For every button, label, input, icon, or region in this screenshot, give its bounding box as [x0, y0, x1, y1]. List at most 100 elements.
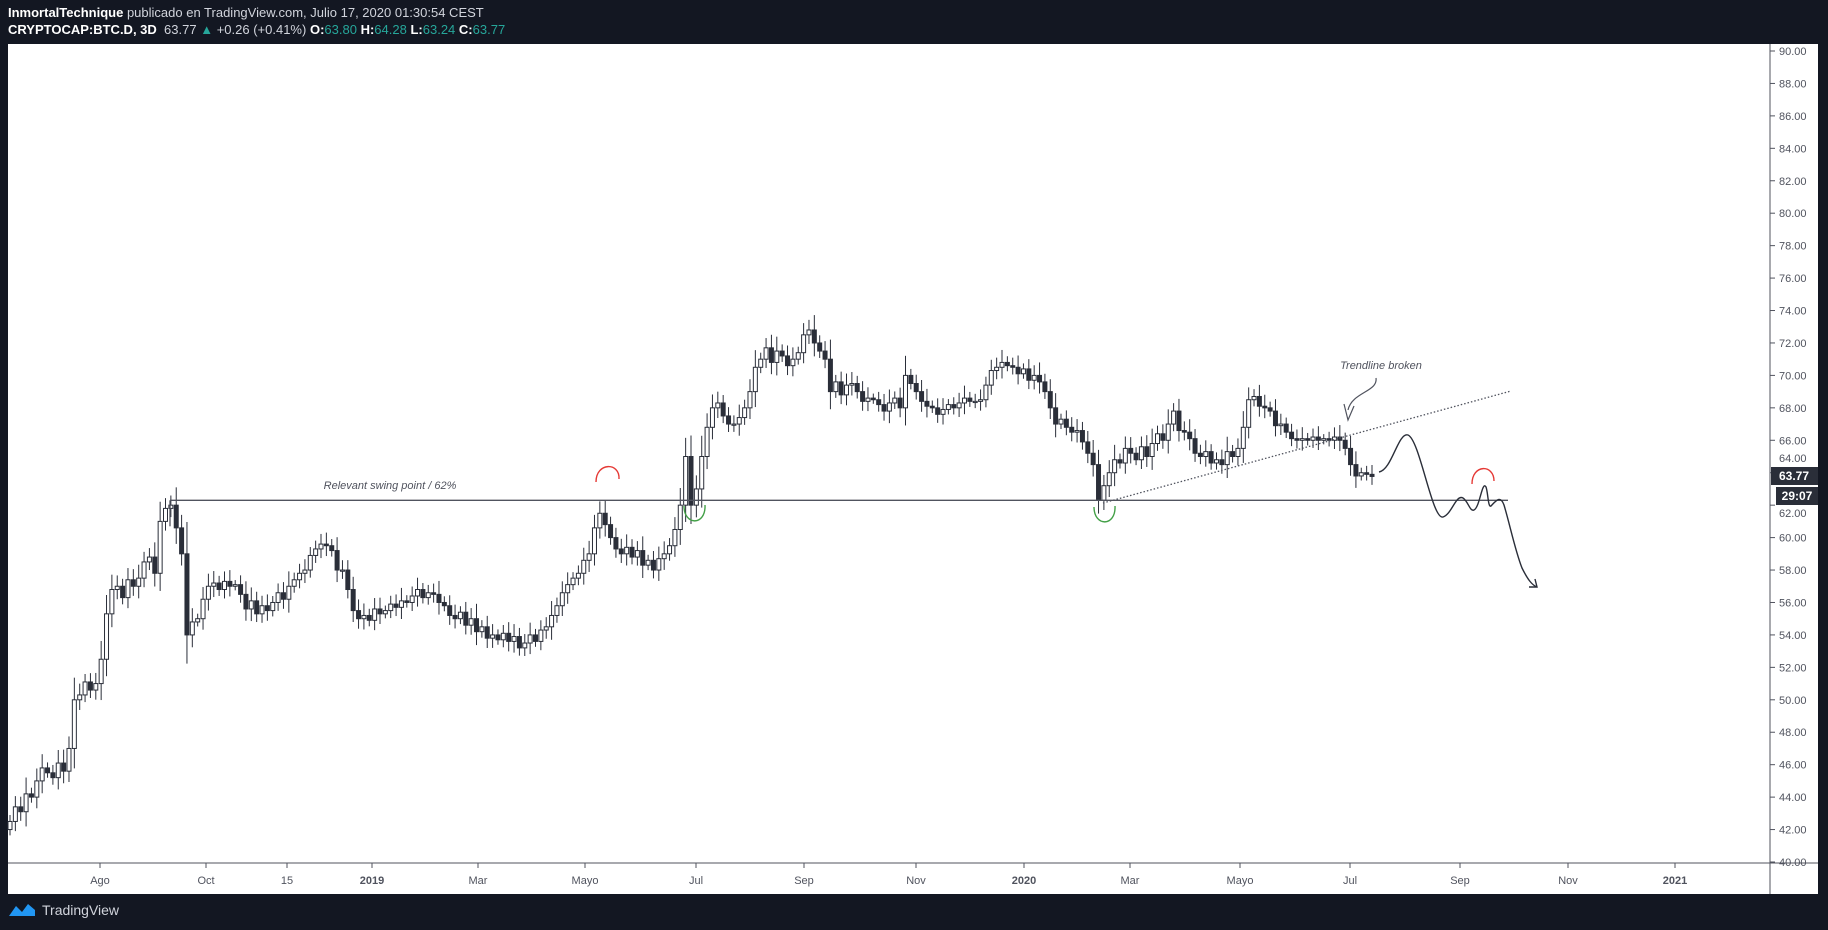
candle	[18, 796, 24, 821]
bull-candle-body	[82, 681, 88, 696]
bear-candle-body	[608, 524, 614, 539]
dotted-trendline[interactable]	[1102, 390, 1512, 504]
candle	[1004, 356, 1010, 372]
bull-candle-body	[146, 556, 152, 563]
bull-candle-body	[1224, 451, 1230, 466]
bull-candle-body	[1165, 423, 1171, 441]
candle	[1155, 425, 1161, 451]
candle	[345, 560, 351, 599]
bull-candle-body	[742, 407, 748, 419]
bear-candle-body	[447, 605, 453, 616]
bear-candle-body	[1197, 452, 1203, 458]
price-tick-label: 86.00	[1779, 111, 1807, 123]
candle	[34, 768, 40, 809]
candle	[683, 437, 689, 522]
bear-candle-body	[441, 601, 447, 607]
bull-candle-body	[538, 629, 544, 642]
bull-candle-body	[291, 579, 297, 587]
author-name[interactable]: InmortalTechnique	[8, 5, 124, 20]
bear-candle-body	[1128, 447, 1134, 454]
bull-candle-body	[500, 632, 506, 641]
countdown-box	[1776, 487, 1818, 505]
candle	[248, 587, 254, 622]
bear-candle-body	[1256, 395, 1262, 407]
bull-candle-body	[1358, 472, 1364, 477]
bull-candle-body	[758, 358, 764, 368]
candle	[618, 538, 624, 563]
bull-candle-body	[163, 507, 169, 522]
candle	[538, 620, 544, 651]
candle	[849, 372, 855, 396]
bull-candle-body	[940, 408, 946, 415]
price-tick-label: 72.00	[1779, 338, 1807, 350]
time-tick-label: Mar	[1121, 875, 1140, 887]
bull-candle-body	[1058, 418, 1064, 425]
bull-candle-body	[211, 582, 217, 587]
candle	[924, 388, 930, 418]
bear-candle-body	[1037, 374, 1043, 383]
candle	[254, 591, 260, 623]
candle	[511, 624, 517, 653]
bear-candle-body	[495, 634, 501, 641]
publish-text: publicado en TradingView.com, Julio 17, …	[126, 5, 484, 20]
candle	[1026, 359, 1032, 390]
bear-candle-body	[1133, 452, 1139, 461]
bear-candle-body	[1353, 464, 1359, 477]
swing-label: Relevant swing point / 62%	[324, 480, 457, 492]
price-axis[interactable]: 40.00 42.00 44.00 46.00 48.00 50.00 52.00 54.00…	[1770, 46, 1807, 869]
candle	[1128, 437, 1134, 464]
candle	[876, 391, 882, 412]
candle	[881, 393, 887, 421]
candle	[1171, 403, 1177, 432]
bull-candle-body	[1203, 451, 1209, 458]
bull-candle-body	[527, 634, 533, 644]
bear-candle-body	[280, 592, 286, 600]
candle	[93, 672, 99, 700]
candle	[661, 541, 667, 570]
tradingview-branding[interactable]: TradingView	[8, 902, 119, 918]
candle	[356, 599, 362, 629]
bear-candle-body	[1053, 407, 1059, 425]
candle	[238, 575, 244, 603]
candle	[157, 501, 163, 591]
price-tick-label: 82.00	[1779, 176, 1807, 188]
candle	[575, 565, 581, 586]
candle	[1192, 429, 1198, 462]
candle	[366, 608, 372, 627]
bull-candle-body	[71, 699, 77, 749]
candle	[163, 498, 169, 531]
candle	[1053, 393, 1059, 438]
candle	[811, 315, 817, 357]
candle	[61, 749, 67, 784]
time-axis[interactable]: Ago Oct 15 2019 Mar Mayo Jul Sep Nov 2020 Mar Mayo J…	[90, 863, 1687, 887]
bear-candle-body	[179, 527, 185, 555]
candle	[1133, 447, 1139, 466]
candle	[951, 397, 957, 415]
bull-candle-body	[221, 580, 227, 591]
candle	[935, 398, 941, 423]
candle	[173, 487, 179, 544]
candle	[704, 413, 710, 470]
time-tick-label: Oct	[197, 875, 214, 887]
candle	[1358, 467, 1364, 481]
candle	[232, 580, 238, 591]
bull-candle-body	[902, 374, 908, 409]
bull-candle-body	[307, 554, 313, 571]
bear-candle-body	[506, 632, 512, 642]
candle	[23, 777, 29, 827]
time-tick-label: Ago	[90, 875, 110, 887]
bear-candle-body	[854, 383, 860, 393]
bear-candle-body	[18, 806, 24, 813]
candle	[302, 559, 308, 584]
bear-candle-body	[264, 605, 270, 612]
candle	[297, 563, 303, 589]
price-tick-label: 84.00	[1779, 143, 1807, 155]
candle	[189, 608, 195, 648]
symbol-name[interactable]: CRYPTOCAP:BTC.D, 3D	[8, 22, 157, 37]
bear-candle-body	[1010, 365, 1016, 368]
candle	[624, 534, 630, 566]
bear-candle-body	[768, 347, 774, 363]
bear-candle-body	[393, 603, 399, 608]
bull-candle-body	[98, 658, 104, 685]
